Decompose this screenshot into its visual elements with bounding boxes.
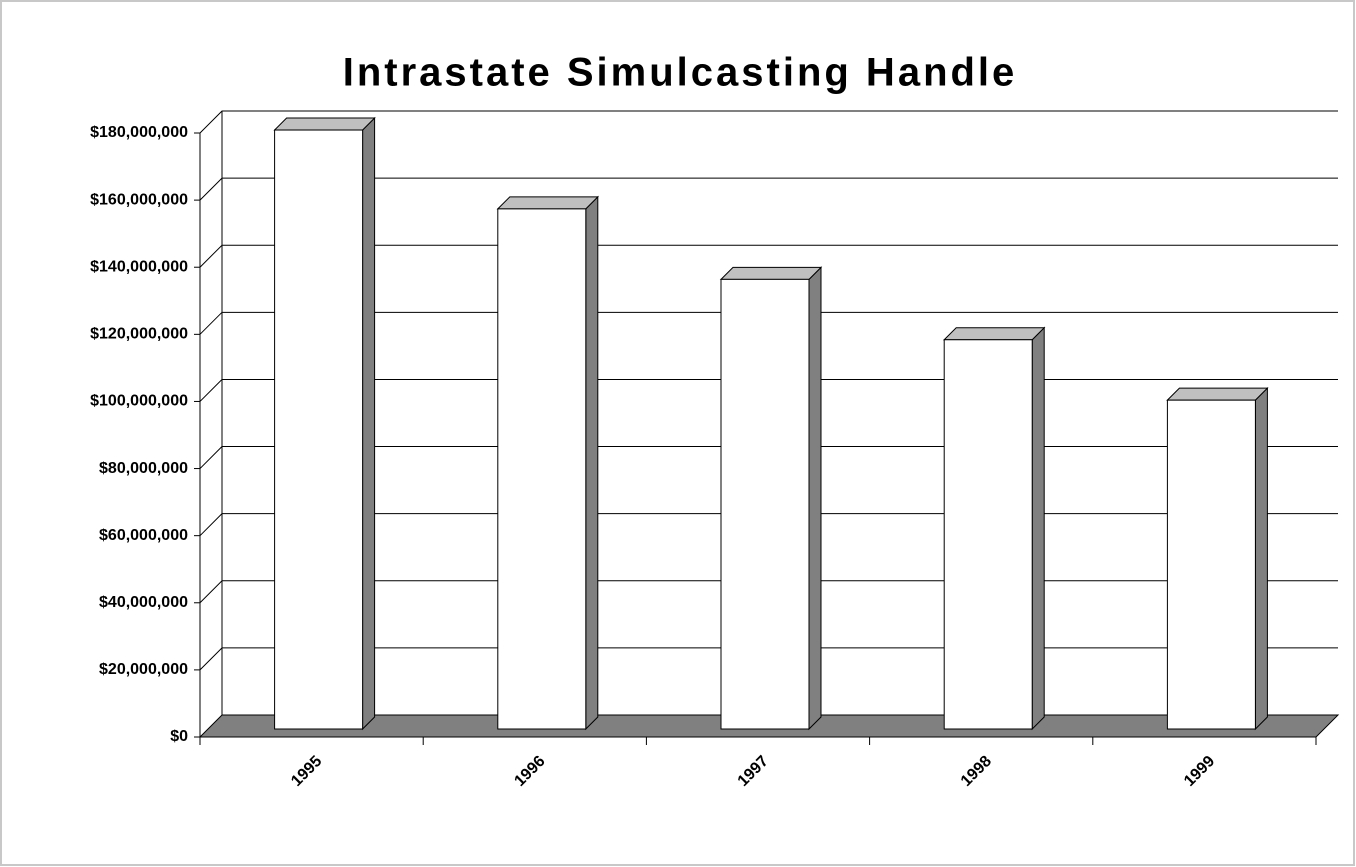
bar-side: [808, 266, 822, 731]
grid-line: [199, 244, 1338, 268]
grid-line: [199, 177, 1338, 201]
y-tick-label: $60,000,000: [99, 527, 188, 544]
bar: [1166, 399, 1256, 730]
chart-title: Intrastate Simulcasting Handle: [343, 51, 1018, 95]
bar-side: [1254, 386, 1268, 731]
grid-line: [199, 311, 1338, 335]
grid-line: [199, 110, 1338, 134]
y-tick-label: $100,000,000: [90, 393, 188, 410]
y-tick-label: $40,000,000: [99, 594, 188, 611]
y-tick-label: $180,000,000: [90, 124, 188, 141]
y-tick-label: $0: [170, 728, 188, 745]
y-tick-label: $80,000,000: [99, 460, 188, 477]
bar-top: [719, 266, 823, 280]
y-tick-label: $120,000,000: [90, 326, 188, 343]
bar-top: [942, 327, 1046, 341]
bar: [720, 278, 810, 730]
bar: [274, 129, 364, 730]
bar-top: [273, 117, 376, 131]
bar-side: [362, 116, 376, 731]
bar-side: [1031, 326, 1045, 731]
bar-top: [1166, 387, 1269, 401]
bar-top: [496, 196, 600, 210]
y-tick-label: $140,000,000: [90, 258, 188, 275]
bar: [497, 208, 587, 730]
y-tick-label: $20,000,000: [99, 661, 188, 678]
bar-side: [585, 195, 599, 731]
bar: [943, 339, 1033, 730]
y-tick-label: $160,000,000: [90, 191, 188, 208]
